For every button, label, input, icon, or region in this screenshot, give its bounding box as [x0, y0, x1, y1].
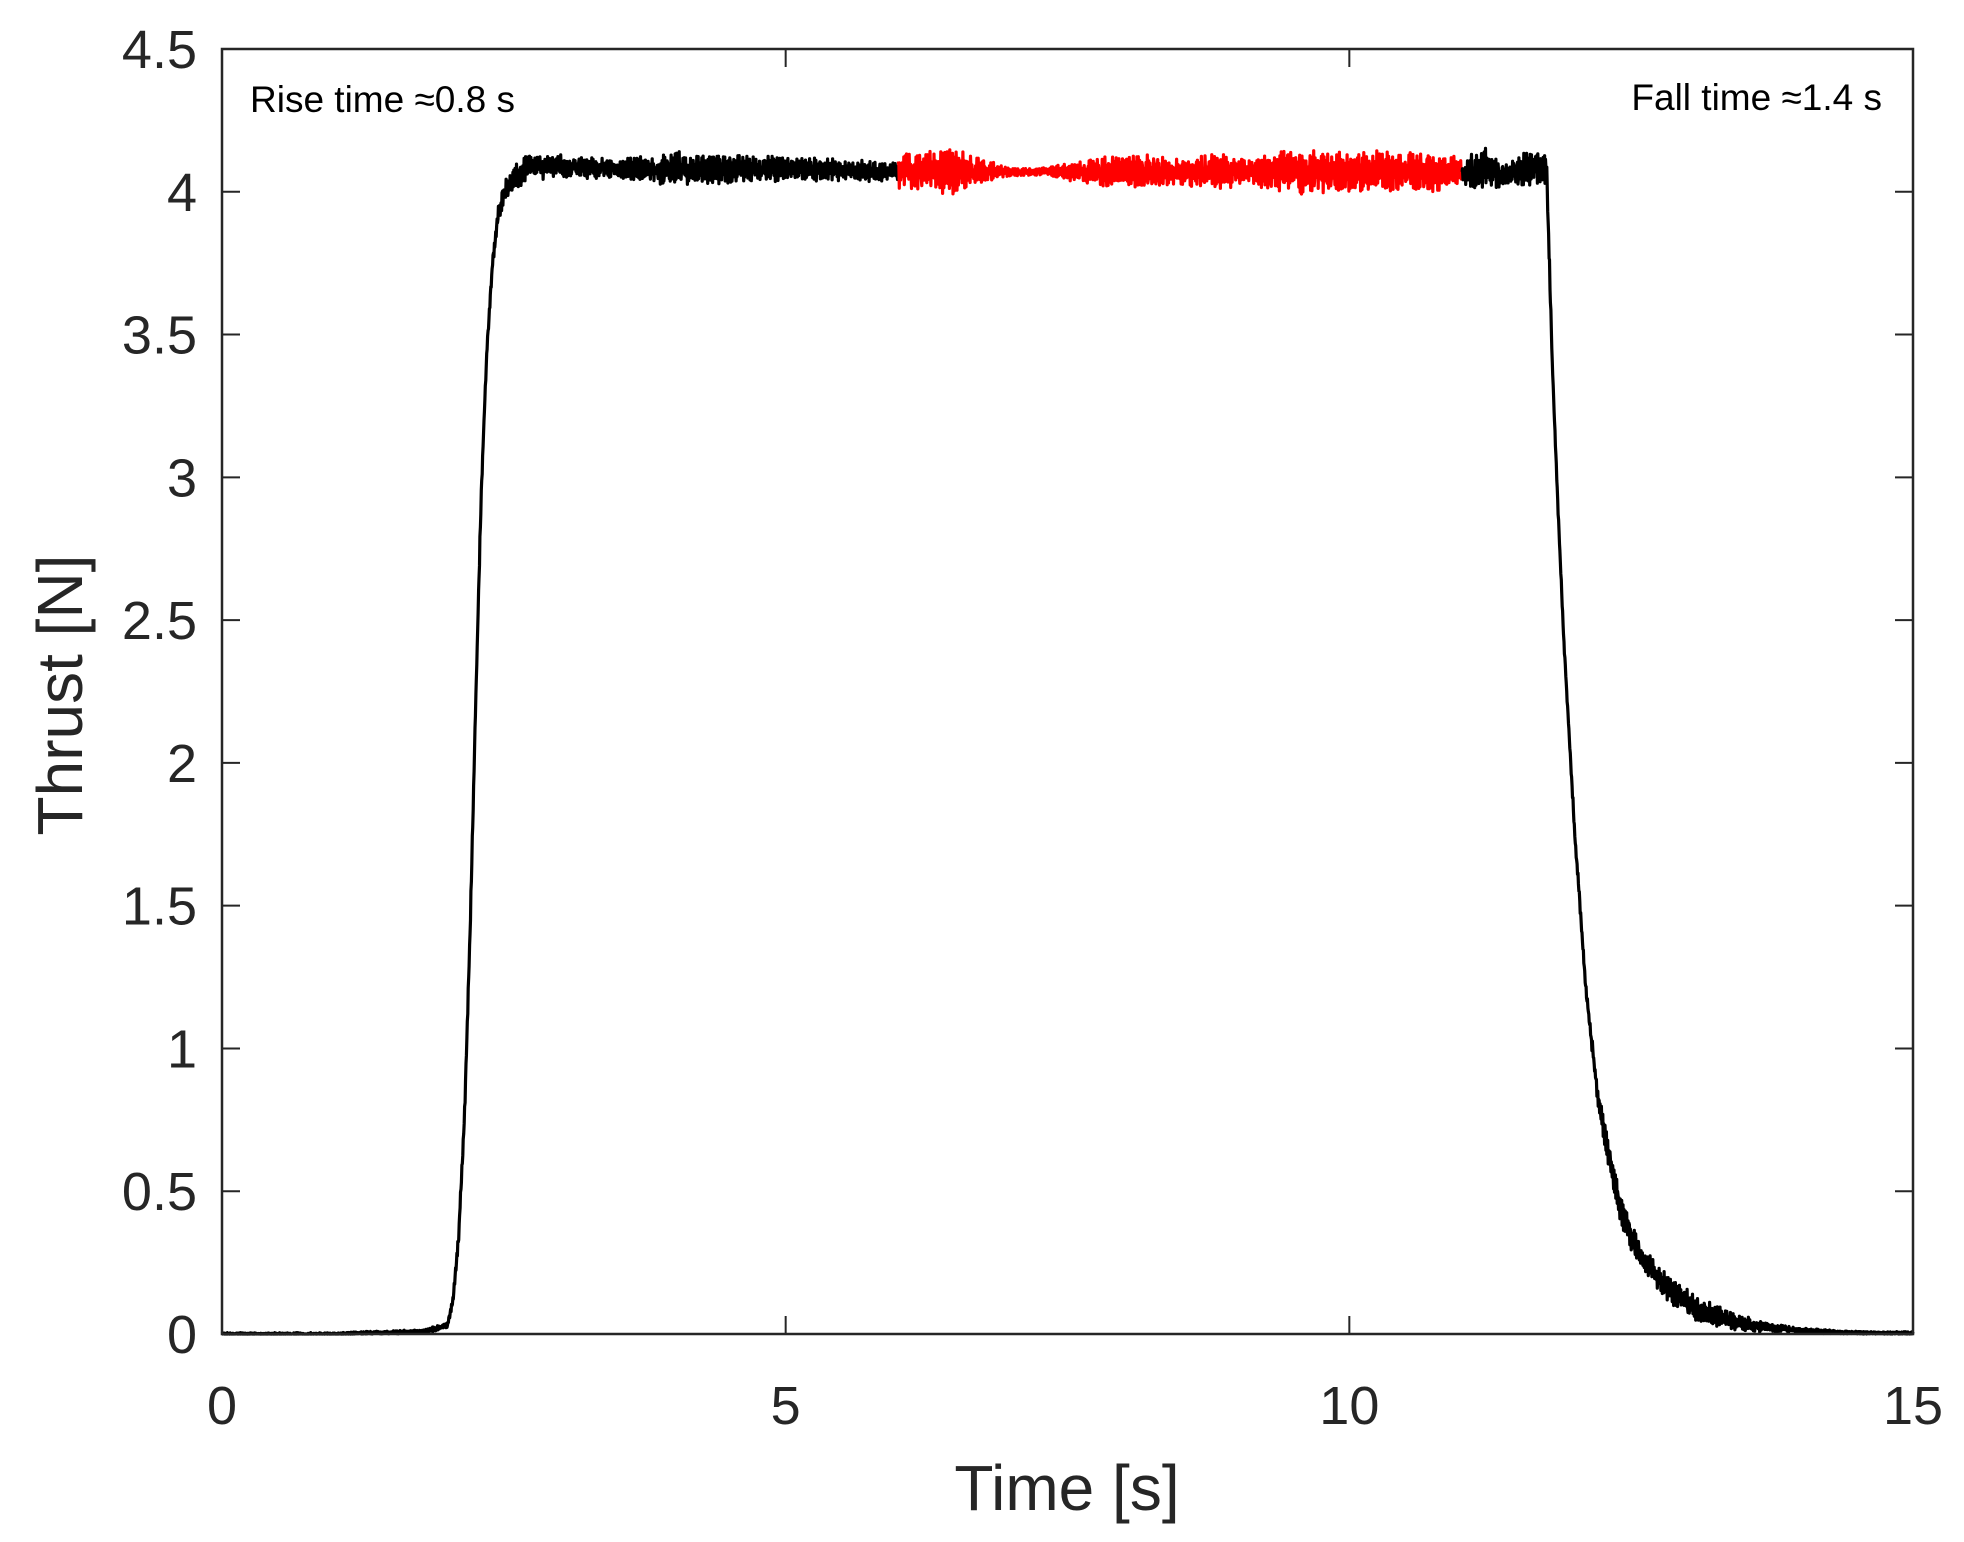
- fall-time-annotation: Fall time ≈1.4 s: [1631, 77, 1882, 118]
- x-tick-label: 5: [771, 1376, 801, 1436]
- x-tick-label: 10: [1319, 1376, 1379, 1436]
- y-tick-label: 3.5: [122, 306, 197, 366]
- rise-time-annotation: Rise time ≈0.8 s: [250, 79, 515, 120]
- y-tick-label: 4: [167, 163, 197, 223]
- y-axis-tick-labels: 0 0.5 1 1.5 2 2.5 3 3.5 4 4.5: [122, 20, 197, 1365]
- series-line-1: [896, 148, 1464, 196]
- y-tick-label: 0: [167, 1305, 197, 1365]
- y-tick-label: 1: [167, 1019, 197, 1079]
- y-axis-label: Thrust [N]: [24, 555, 96, 836]
- y-tick-label: 4.5: [122, 20, 197, 80]
- x-tick-label: 15: [1883, 1376, 1943, 1436]
- y-tick-label: 1.5: [122, 877, 197, 937]
- x-axis-label: Time [s]: [954, 1452, 1179, 1524]
- y-tick-label: 2.5: [122, 591, 197, 651]
- plot-area-frame: [220, 47, 1915, 1336]
- y-tick-label: 3: [167, 448, 197, 508]
- x-axis-tick-labels: 0 5 10 15: [207, 1376, 1943, 1436]
- axis-ticks: [221, 48, 1914, 1335]
- y-tick-label: 0.5: [122, 1162, 197, 1222]
- x-tick-label: 0: [207, 1376, 237, 1436]
- y-tick-label: 2: [167, 734, 197, 794]
- series-line-2: [1460, 146, 1915, 1336]
